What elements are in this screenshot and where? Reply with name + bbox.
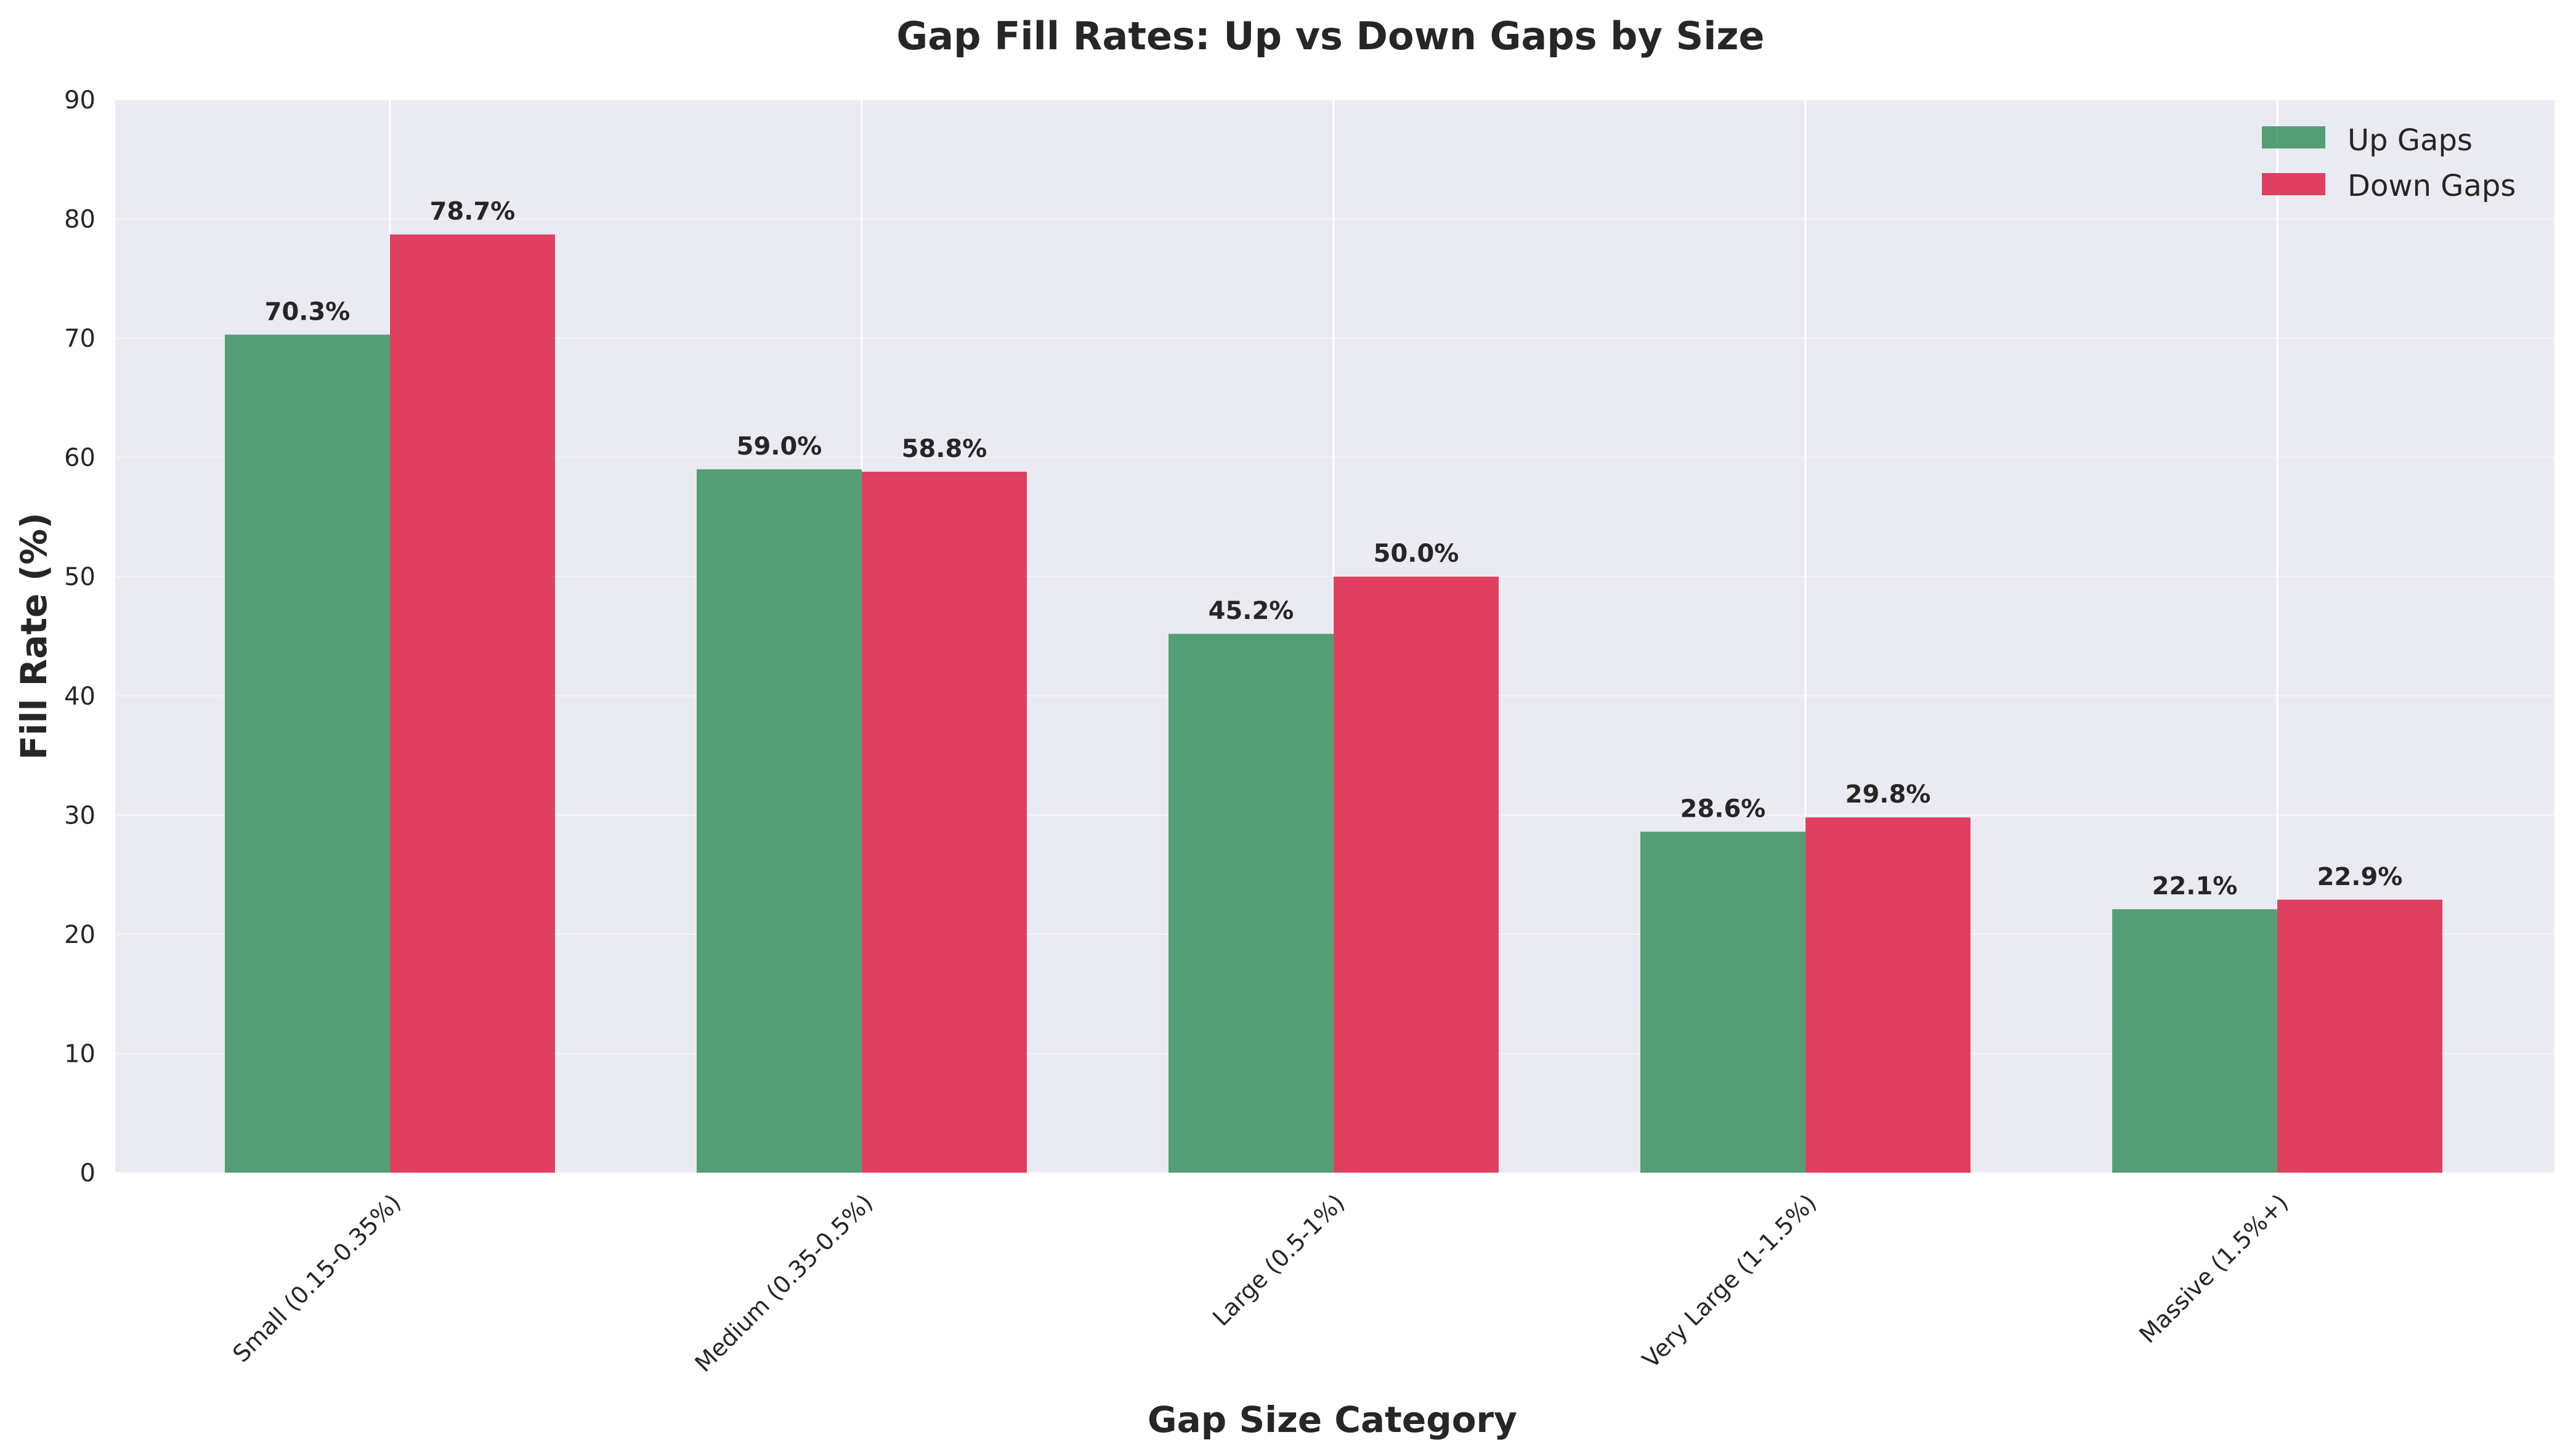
x-tick-label: Large (0.5-1%) [1207,1189,1350,1331]
legend-label-up-gaps: Up Gaps [2347,123,2473,158]
x-axis-ticks: Small (0.15-0.35%) Medium (0.35-0.5%) Larg… [227,1189,2293,1377]
data-label: 70.3% [265,297,350,326]
bar-up-gaps [1640,831,1805,1173]
data-label: 45.2% [1209,597,1294,625]
y-tick-label: 70 [64,325,95,353]
bar-down-gaps [2277,899,2442,1173]
bar-down-gaps [1805,817,1971,1173]
data-labels: 70.3% 59.0% 45.2% 28.6% 22.1% 78.7% 58.8% 50.0%… [265,198,2403,901]
data-label: 78.7% [430,198,516,226]
y-tick-label: 40 [64,682,95,711]
y-tick-label: 0 [80,1159,95,1187]
legend: Up Gaps Down Gaps [2262,123,2516,203]
data-label: 59.0% [737,432,822,461]
y-tick-label: 80 [64,206,95,234]
bar-up-gaps [697,469,862,1173]
x-tick-label: Massive (1.5%+) [2134,1189,2293,1348]
bar-down-gaps [862,471,1027,1173]
y-tick-label: 90 [64,86,95,115]
y-tick-label: 20 [64,921,95,949]
y-tick-label: 60 [64,444,95,472]
legend-swatch-up-gaps [2262,126,2325,148]
x-tick-label: Medium (0.35-0.5%) [690,1189,878,1377]
legend-label-down-gaps: Down Gaps [2347,169,2516,203]
data-label: 58.8% [902,435,987,463]
x-tick-label: Small (0.15-0.35%) [227,1189,406,1367]
x-tick-label: Very Large (1-1.5%) [1637,1189,1822,1373]
bars [225,234,2442,1173]
y-tick-label: 50 [64,563,95,591]
y-tick-label: 10 [64,1040,95,1068]
data-label: 22.9% [2317,863,2403,891]
bar-down-gaps [1334,576,1499,1173]
bar-up-gaps [2112,909,2277,1173]
data-label: 50.0% [1374,540,1459,568]
y-axis-ticks: 0 10 20 30 40 50 60 70 80 90 [64,86,95,1187]
bar-up-gaps [225,334,390,1173]
bar-down-gaps [390,234,555,1173]
bar-up-gaps [1169,634,1334,1173]
chart-title: Gap Fill Rates: Up vs Down Gaps by Size [896,14,1764,59]
legend-swatch-down-gaps [2262,173,2325,195]
data-label: 28.6% [1680,795,1766,823]
data-label: 29.8% [1845,780,1931,809]
y-axis-label: Fill Rate (%) [13,512,55,760]
y-tick-label: 30 [64,801,95,830]
x-axis-label: Gap Size Category [1148,1399,1517,1441]
data-label: 22.1% [2152,872,2238,900]
